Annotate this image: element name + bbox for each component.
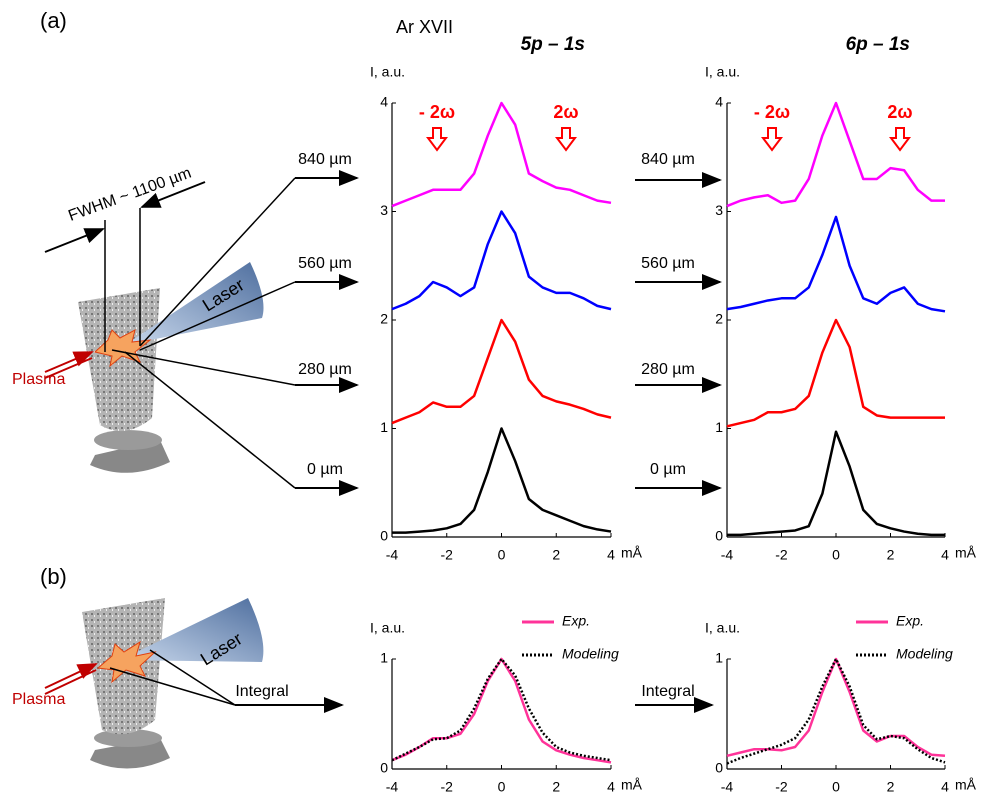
x-tick-label: -4 — [386, 779, 399, 795]
x-tick-label: 0 — [832, 779, 840, 795]
annotation-arrow — [891, 128, 909, 150]
x-tick-label: 2 — [887, 779, 895, 795]
data-line — [392, 659, 611, 760]
y-axis-label: I, a.u. — [705, 64, 740, 80]
y-tick-label: 0 — [715, 528, 723, 544]
setup-drawing — [45, 178, 720, 488]
x-tick-label: 0 — [498, 779, 506, 795]
annotation: - 2ω — [754, 102, 790, 122]
annotation: 2ω — [887, 102, 912, 122]
x-tick-label: -2 — [775, 547, 788, 563]
x-tick-label: 2 — [887, 547, 895, 563]
x-tick-label: -4 — [386, 547, 399, 563]
y-tick-label: 2 — [715, 311, 723, 327]
data-line — [727, 659, 945, 764]
legend-label: Modeling — [896, 646, 953, 662]
legend-label: 0 µm — [307, 461, 343, 478]
integral-label: Integral — [235, 683, 288, 700]
x-tick-label: 2 — [552, 547, 560, 563]
y-tick-label: 4 — [715, 94, 723, 110]
y-tick-label: 4 — [380, 94, 388, 110]
x-tick-label: 4 — [941, 779, 949, 795]
x-tick-label: 2 — [552, 779, 560, 795]
data-line — [392, 429, 611, 533]
annotation-arrow — [557, 128, 575, 150]
legend-label: 280 µm — [298, 361, 352, 378]
y-tick-label: 3 — [715, 202, 723, 218]
panel-label: (b) — [40, 564, 67, 589]
x-tick-label: 0 — [832, 547, 840, 563]
legend-label: 560 µm — [298, 255, 352, 272]
legend-label: 560 µm — [641, 255, 695, 272]
x-tick-label: 4 — [607, 779, 615, 795]
y-axis-label: I, a.u. — [705, 620, 740, 636]
y-tick-label: 1 — [715, 419, 723, 435]
x-axis-label: mÅ — [955, 777, 977, 793]
panel-label: (a) — [40, 8, 67, 33]
legend-label: 0 µm — [650, 461, 686, 478]
legend-label: Exp. — [896, 613, 924, 629]
data-line — [392, 320, 611, 423]
annotation: - 2ω — [419, 102, 455, 122]
annotation: 2ω — [553, 102, 578, 122]
data-line — [392, 659, 611, 762]
legend-label: 840 µm — [298, 151, 352, 168]
x-tick-label: 4 — [607, 547, 615, 563]
y-tick-label: 0 — [380, 528, 388, 544]
legend-label: 280 µm — [641, 361, 695, 378]
x-tick-label: 0 — [498, 547, 506, 563]
plasma-label: Plasma — [12, 691, 65, 708]
legend-label: 840 µm — [641, 151, 695, 168]
data-line — [727, 217, 945, 311]
figure: (a) (b) Ar XVII FWHM ~ 1100 µm Laser Pla… — [0, 0, 987, 806]
y-axis-label: I, a.u. — [370, 64, 405, 80]
legend-label: Modeling — [562, 646, 619, 662]
x-tick-label: 4 — [941, 547, 949, 563]
x-tick-label: -4 — [721, 779, 734, 795]
data-line — [727, 659, 945, 756]
x-axis-label: mÅ — [621, 545, 643, 561]
x-tick-label: -2 — [441, 779, 454, 795]
y-tick-label: 3 — [380, 202, 388, 218]
annotation-arrow — [763, 128, 781, 150]
chart-title: 6p – 1s — [846, 34, 910, 55]
x-axis-label: mÅ — [621, 777, 643, 793]
y-tick-label: 0 — [380, 760, 388, 776]
y-tick-label: 0 — [715, 760, 723, 776]
legend-label: Exp. — [562, 613, 590, 629]
ion-label: Ar XVII — [396, 17, 453, 37]
y-tick-label: 1 — [380, 650, 388, 666]
y-tick-label: 1 — [715, 650, 723, 666]
x-axis-label: mÅ — [955, 545, 977, 561]
y-tick-label: 1 — [380, 419, 388, 435]
annotation-arrow — [428, 128, 446, 150]
plasma-label: Plasma — [12, 371, 65, 388]
integral-label: Integral — [641, 683, 694, 700]
x-tick-label: -2 — [775, 779, 788, 795]
data-line — [727, 432, 945, 535]
chart-title: 5p – 1s — [521, 34, 585, 55]
x-tick-label: -2 — [441, 547, 454, 563]
data-line — [392, 212, 611, 310]
y-tick-label: 2 — [380, 311, 388, 327]
x-tick-label: -4 — [721, 547, 734, 563]
data-line — [727, 320, 945, 426]
y-axis-label: I, a.u. — [370, 620, 405, 636]
